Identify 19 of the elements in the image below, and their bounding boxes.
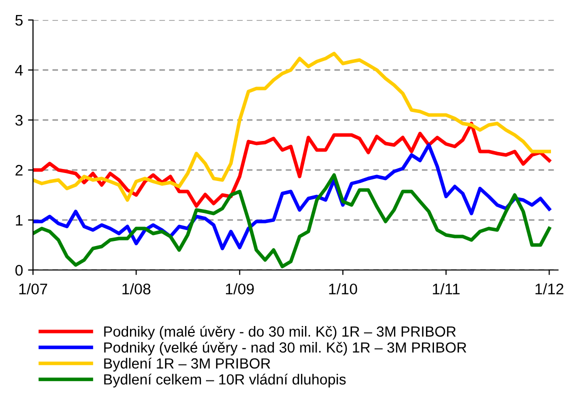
y-tick-label: 3 [15, 114, 23, 126]
x-tick-label: 1/08 [122, 283, 150, 294]
legend-label: Bydlení 1R – 3M PRIBOR [104, 358, 270, 372]
legend-label: Bydlení celkem – 10R vládní dluhopis [104, 374, 346, 388]
x-tick-label: 1/12 [536, 283, 564, 294]
x-tick-label: 1/10 [329, 283, 358, 294]
legend-label: Podniky (velké úvěry - nad 30 mil. Kč) 1R – 3M PRIBOR [104, 342, 466, 356]
y-tick-label: 0 [15, 264, 23, 276]
line-series [33, 173, 551, 268]
x-tick-label: 1/07 [19, 283, 48, 294]
line-series [33, 122, 551, 208]
legend-label: Podniky (malé úvěry - do 30 mil. Kč) 1R – 3M PRIBOR [104, 326, 456, 340]
x-tick-label: 1/11 [432, 283, 460, 294]
y-tick-label: 4 [15, 65, 23, 76]
x-tick-label: 1/09 [226, 283, 254, 294]
y-tick-label: 5 [15, 15, 23, 26]
line-series [33, 52, 551, 202]
y-tick-label: 2 [16, 164, 23, 176]
y-tick-label: 1 [16, 215, 23, 226]
